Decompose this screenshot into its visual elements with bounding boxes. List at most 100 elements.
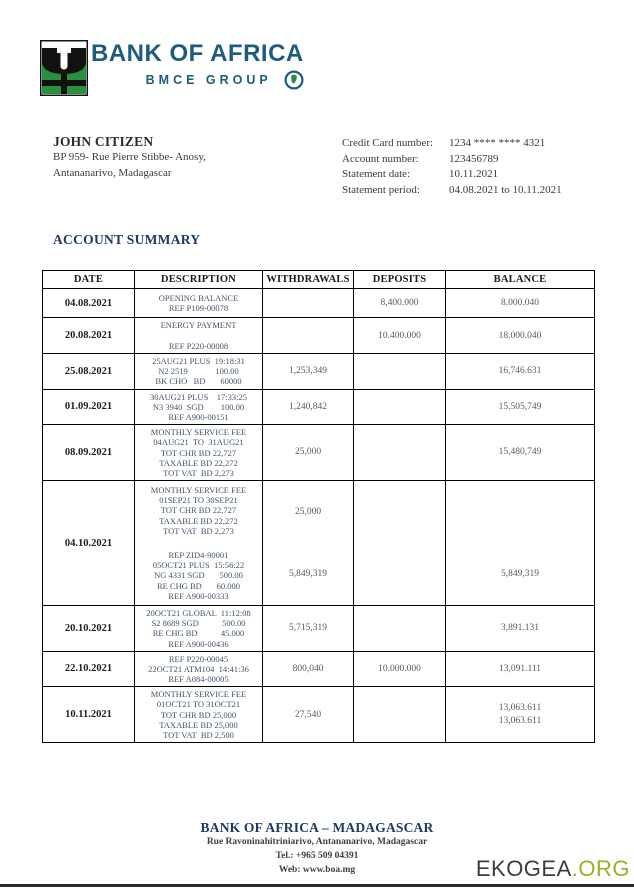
meta-value: 10.11.2021 bbox=[449, 168, 499, 181]
balance-cell: 8.000.040 bbox=[446, 289, 594, 317]
table-row: 08.09.2021 MONTHLY SERVICE FEE 04AUG21 TO… bbox=[43, 425, 594, 482]
withdrawals-cell: 1,253,349 bbox=[263, 354, 354, 389]
withdrawals-cell bbox=[263, 289, 354, 318]
table-row: 04.08.2021 OPENING BALANCE REF P109-00078… bbox=[43, 289, 594, 319]
footer: BANK OF AFRICA – MADAGASCAR Rue Ravonina… bbox=[0, 820, 634, 877]
withdrawal-amount: 5,715,319 bbox=[289, 623, 327, 634]
customer-address-line: BP 959- Rue Pierre Stibbe- Anosy, bbox=[53, 151, 206, 163]
deposit-amount: 8,400.000 bbox=[380, 298, 419, 309]
transaction-date: 08.09.2021 bbox=[64, 447, 113, 459]
footer-bank-title: BANK OF AFRICA – MADAGASCAR bbox=[200, 820, 434, 835]
bank-of-africa-logo-icon bbox=[40, 40, 88, 96]
balance-amount: 3,891.131 bbox=[501, 623, 539, 634]
table-row: 04.10.2021 MONTHLY SERVICE FEE 01SEP21 TO… bbox=[43, 481, 594, 606]
ekogea-watermark: EKOGEA.ORG bbox=[476, 856, 630, 882]
balance-amount: 13,091.111 bbox=[498, 663, 542, 674]
footer-web: Web: www.boa.mg bbox=[278, 864, 356, 875]
transaction-date: 25.08.2021 bbox=[64, 365, 113, 377]
deposit-amount bbox=[354, 543, 445, 605]
withdrawals-cell: 5,715,319 bbox=[263, 605, 354, 651]
date-cell: 08.09.2021 bbox=[43, 425, 135, 481]
date-cell: 25.08.2021 bbox=[43, 354, 135, 389]
date-cell: 01.09.2021 bbox=[43, 389, 135, 425]
deposits-cell bbox=[354, 354, 446, 389]
withdrawal-amount: 25,000 bbox=[294, 447, 322, 458]
deposits-cell bbox=[354, 605, 446, 651]
date-cell: 22.10.2021 bbox=[43, 651, 135, 687]
column-header-withdrawals: WITHDRAWALS bbox=[263, 271, 354, 289]
meta-label: Credit Card number: bbox=[342, 137, 434, 149]
deposits-cell bbox=[354, 389, 446, 425]
info-section: JOHN CITIZEN BP 959- Rue Pierre Stibbe- … bbox=[53, 134, 610, 198]
bottom-divider bbox=[0, 884, 634, 887]
column-header-date: DATE bbox=[43, 271, 135, 289]
watermark-name: EKOGEA bbox=[475, 856, 572, 881]
meta-row-account-number: Account number: 123456789 bbox=[342, 152, 610, 168]
meta-value: 123456789 bbox=[449, 152, 499, 165]
description-cell: 20OCT21 GLOBAL 11:12:08 S2 8689 SGD 500.… bbox=[135, 605, 263, 651]
description-cell: OPENING BALANCE REF P109-00078 bbox=[135, 289, 263, 318]
customer-address-line: Antananarivo, Madagascar bbox=[53, 166, 172, 179]
description-cell: MONTHLY SERVICE FEE 04AUG21 TO 31AUG21 T… bbox=[135, 425, 263, 481]
deposit-amount bbox=[354, 354, 445, 389]
balance-amount: 15,505,749 bbox=[498, 401, 542, 412]
date-cell: 10.11.2021 bbox=[43, 687, 135, 743]
balance-amount bbox=[446, 481, 594, 543]
brand-text: BANK OF AFRICA BMCE GROUP bbox=[91, 40, 304, 90]
table-row: 20.08.2021 ENERGY PAYMENT REF P220-00008 1… bbox=[43, 318, 594, 354]
withdrawal-amount: 1,240,842 bbox=[289, 401, 327, 412]
table-row: 01.09.2021 30AUG21 PLUS 17:33:25 N3 3940 … bbox=[43, 389, 594, 426]
balance-cell: 16,746.631 bbox=[446, 354, 594, 389]
deposits-cell: 10.000.000 bbox=[354, 651, 446, 687]
description-cell: 25AUG21 PLUS 19:18:31 N2 2519 100.00 BK … bbox=[135, 354, 263, 389]
transaction-description: REP ZID4-90001 05OCT21 PLUS 15:56:22 NG … bbox=[152, 550, 245, 601]
deposits-cell bbox=[354, 687, 446, 743]
withdrawals-cell bbox=[263, 318, 354, 353]
deposit-amount bbox=[354, 481, 445, 543]
balance-cell: 5,849,319 bbox=[446, 481, 594, 605]
meta-value: 1234 **** **** 4321 bbox=[449, 137, 546, 149]
bmce-globe-icon bbox=[284, 70, 304, 90]
deposit-amount: 10.400.000 bbox=[378, 330, 421, 341]
table-header-row: DATE DESCRIPTION WITHDRAWALS DEPOSITS BA… bbox=[43, 271, 594, 290]
transaction-date: 04.08.2021 bbox=[64, 297, 113, 309]
table-row: 10.11.2021 MONTHLY SERVICE FEE 01OCT21 TO… bbox=[43, 687, 594, 743]
statement-meta-block: Credit Card number: 1234 **** **** 4321 … bbox=[342, 134, 610, 198]
transaction-date: 22.10.2021 bbox=[64, 663, 113, 675]
meta-label: Statement period: bbox=[342, 183, 420, 196]
withdrawal-amount bbox=[263, 289, 353, 317]
date-cell: 20.10.2021 bbox=[43, 605, 135, 651]
meta-row-statement-date: Statement date: 10.11.2021 bbox=[342, 167, 610, 183]
deposits-cell: 10.400.000 bbox=[354, 318, 446, 353]
transaction-date: 10.11.2021 bbox=[65, 709, 112, 721]
description-cell: MONTHLY SERVICE FEE 01OCT21 TO 31OCT21 T… bbox=[135, 687, 263, 743]
transaction-date: 04.10.2021 bbox=[64, 537, 113, 549]
withdrawal-amount: 27,540 bbox=[294, 709, 322, 720]
statement-table: DATE DESCRIPTION WITHDRAWALS DEPOSITS BA… bbox=[42, 270, 595, 744]
transaction-description: 20OCT21 GLOBAL 11:12:08 S2 8689 SGD 500.… bbox=[146, 607, 251, 649]
date-cell: 04.10.2021 bbox=[43, 481, 135, 605]
deposit-amount bbox=[354, 390, 445, 425]
deposit-amount bbox=[354, 425, 445, 480]
description-cell: ENERGY PAYMENT REF P220-00008 bbox=[135, 318, 263, 353]
page-title: ACCOUNT SUMMARY bbox=[53, 232, 201, 248]
deposit-amount bbox=[354, 687, 445, 742]
transaction-description: MONTHLY SERVICE FEE 01OCT21 TO 31OCT21 T… bbox=[150, 689, 247, 740]
balance-amount: 13,063.611 13,063.611 bbox=[498, 703, 542, 726]
footer-phone: Tel.: +965 509 04391 bbox=[275, 850, 359, 861]
withdrawal-amount: 25,000 bbox=[294, 506, 322, 517]
transaction-description: OPENING BALANCE REF P109-00078 bbox=[158, 293, 239, 314]
balance-cell: 13,091.111 bbox=[446, 652, 594, 687]
balance-cell: 18.000.040 bbox=[446, 318, 594, 353]
transaction-description: MONTHLY SERVICE FEE 01SEP21 TO 30SEP21 T… bbox=[150, 485, 247, 536]
description-cell: 30AUG21 PLUS 17:33:25 N3 3940 SGD 100.00… bbox=[135, 389, 263, 425]
column-header-deposits: DEPOSITS bbox=[354, 271, 446, 289]
balance-amount: 5,849,319 bbox=[501, 568, 539, 579]
withdrawals-cell: 1,240,842 bbox=[263, 389, 354, 425]
balance-amount: 18.000.040 bbox=[498, 330, 542, 341]
customer-name: JOHN CITIZEN bbox=[53, 134, 154, 149]
deposit-amount bbox=[354, 606, 445, 651]
statement-table-body: 04.08.2021 OPENING BALANCE REF P109-00078… bbox=[43, 289, 594, 743]
balance-cell: 13,063.611 13,063.611 bbox=[446, 687, 594, 742]
table-row: 20.10.2021 20OCT21 GLOBAL 11:12:08 S2 868… bbox=[43, 605, 594, 652]
